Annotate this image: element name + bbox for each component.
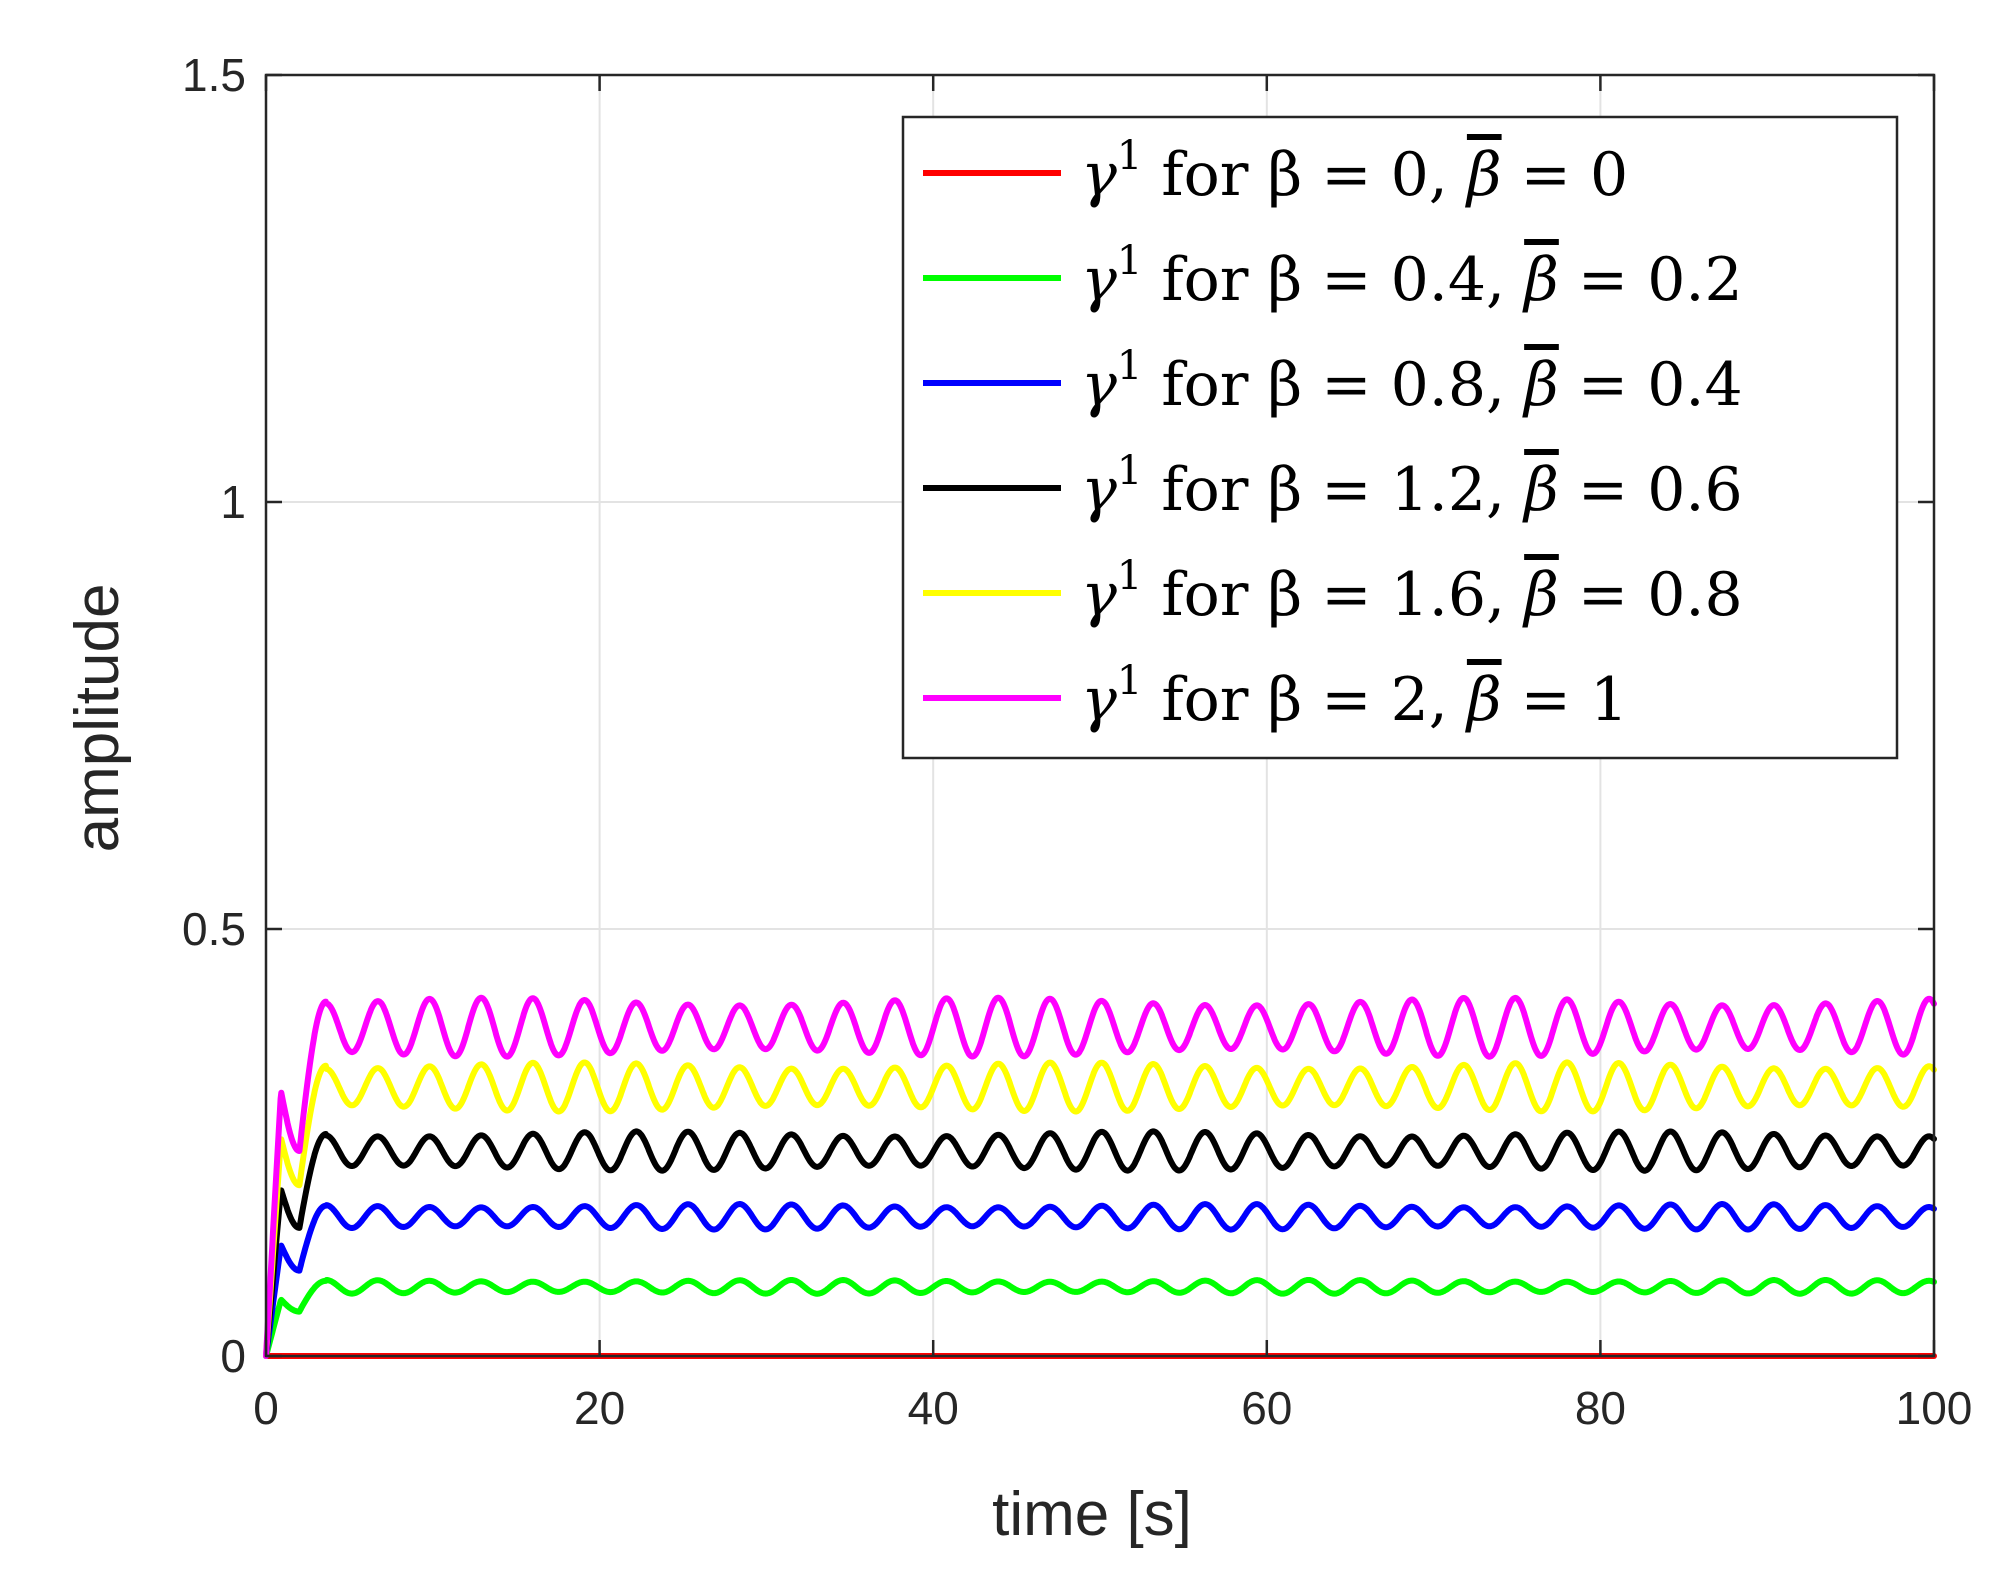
legend-tail-4: = 0.8	[1559, 560, 1743, 630]
legend-beta-bar-4: β	[1522, 560, 1559, 630]
legend-superscript-5: 1	[1117, 658, 1142, 704]
x-tick-label-5: 100	[1896, 1382, 1973, 1434]
legend-label-5: γ1 for β = 2, β = 1	[1081, 658, 1628, 735]
legend-label-1: γ1 for β = 0.4, β = 0.2	[1081, 238, 1743, 315]
y-tick-label-0: 0	[220, 1330, 246, 1382]
legend-gamma-5: γ	[1081, 665, 1117, 735]
series-line-4	[263, 1059, 1937, 1359]
legend-beta-bar-2: β	[1522, 350, 1559, 420]
series-line-2	[263, 1201, 1937, 1359]
legend: γ1 for β = 0, β = 0γ1 for β = 0.4, β = 0…	[901, 115, 1899, 760]
y-axis-title: amplitude	[63, 584, 132, 853]
legend-mid-0: for β = 0,	[1142, 140, 1467, 210]
plot-frame	[264, 73, 1936, 1358]
x-tick-label-0: 0	[253, 1382, 279, 1434]
legend-label-3: γ1 for β = 1.2, β = 0.6	[1081, 448, 1743, 525]
x-tick-label-3: 60	[1241, 1382, 1292, 1434]
axes	[264, 73, 1936, 1358]
y-tick-label-2: 1	[220, 476, 246, 528]
y-tick-label-3: 1.5	[182, 49, 246, 101]
legend-gamma-1: γ	[1081, 245, 1117, 315]
legend-superscript-3: 1	[1117, 448, 1142, 494]
legend-gamma-0: γ	[1081, 140, 1117, 210]
y-tick-label-1: 0.5	[182, 903, 246, 955]
legend-beta-bar-1: β	[1522, 245, 1559, 315]
x-tick-label-1: 20	[574, 1382, 625, 1434]
legend-tail-3: = 0.6	[1559, 455, 1743, 525]
legend-superscript-2: 1	[1117, 343, 1142, 389]
legend-tail-2: = 0.4	[1559, 350, 1743, 420]
x-tick-label-2: 40	[908, 1382, 959, 1434]
legend-gamma-3: γ	[1081, 455, 1117, 525]
legend-beta-bar-5: β	[1465, 665, 1502, 735]
legend-tail-1: = 0.2	[1559, 245, 1743, 315]
legend-superscript-4: 1	[1117, 553, 1142, 599]
series-line-1	[263, 1277, 1937, 1359]
series-line-5	[263, 994, 1937, 1359]
legend-beta-bar-0: β	[1465, 140, 1502, 210]
series-line-3	[263, 1128, 1937, 1359]
legend-box	[901, 115, 1899, 760]
legend-gamma-2: γ	[1081, 350, 1117, 420]
legend-gamma-4: γ	[1081, 560, 1117, 630]
x-axis-title: time [s]	[992, 1480, 1192, 1549]
legend-label-0: γ1 for β = 0, β = 0	[1081, 133, 1628, 210]
x-tick-label-4: 80	[1575, 1382, 1626, 1434]
ticks: 0 20 40 60 80 100 0 0.5 1 1.5	[182, 49, 1972, 1434]
legend-beta-bar-3: β	[1522, 455, 1559, 525]
legend-mid-4: for β = 1.6,	[1142, 560, 1524, 630]
legend-tail-0: = 0	[1502, 140, 1629, 210]
legend-superscript-0: 1	[1117, 133, 1142, 179]
legend-tail-5: = 1	[1502, 665, 1629, 735]
legend-mid-2: for β = 0.8,	[1142, 350, 1524, 420]
legend-label-4: γ1 for β = 1.6, β = 0.8	[1081, 553, 1743, 630]
legend-superscript-1: 1	[1117, 238, 1142, 284]
legend-mid-5: for β = 2,	[1142, 665, 1467, 735]
legend-label-2: γ1 for β = 0.8, β = 0.4	[1081, 343, 1743, 420]
legend-mid-1: for β = 0.4,	[1142, 245, 1524, 315]
legend-mid-3: for β = 1.2,	[1142, 455, 1524, 525]
